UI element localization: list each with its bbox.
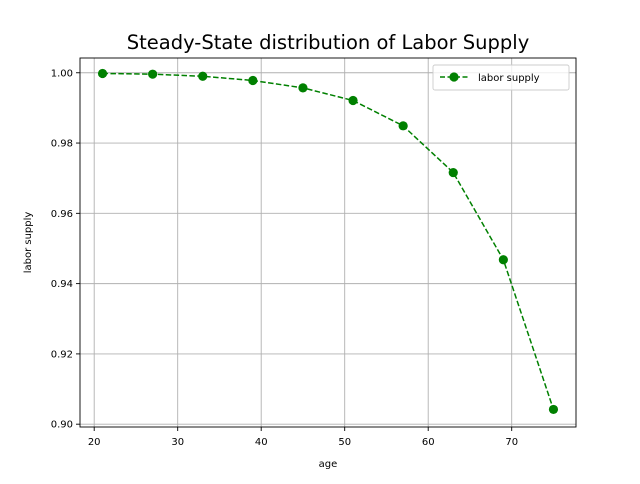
x-tick-label: 30: [171, 437, 184, 448]
x-tick-label: 20: [88, 437, 101, 448]
x-axis-label: age: [319, 459, 338, 470]
data-point: [498, 255, 508, 265]
legend-marker-sample: [449, 72, 459, 82]
y-tick-label: 0.98: [51, 139, 73, 150]
axis-ticks: 20 30 40 50 60 70 0.90 0.92 0.94 0.96 0.98 1.00: [51, 68, 518, 448]
grid-lines: [80, 58, 576, 427]
x-tick-label: 70: [505, 437, 518, 448]
y-tick-label: 0.94: [51, 279, 73, 290]
series-line: [102, 72, 555, 410]
legend-box: [432, 64, 570, 91]
y-tick-label: 0.92: [51, 349, 73, 360]
data-point: [248, 75, 258, 86]
series-layer: [97, 68, 559, 415]
y-axis-label: labor supply: [23, 212, 34, 274]
x-tick-label: 60: [422, 437, 435, 448]
legend-label: labor supply: [478, 73, 540, 84]
plot-area-frame: [79, 57, 577, 428]
chart-title: Steady-State distribution of Labor Suppl…: [127, 31, 530, 54]
data-point: [148, 69, 158, 79]
data-point: [398, 121, 408, 131]
y-tick-label: 0.96: [51, 209, 73, 220]
data-point: [97, 68, 108, 79]
x-tick-label: 50: [338, 437, 351, 448]
data-point: [298, 83, 308, 93]
legend: labor supply: [432, 64, 570, 91]
data-point: [548, 404, 559, 415]
x-tick-label: 40: [255, 437, 268, 448]
y-tick-label: 0.90: [51, 420, 73, 431]
data-point: [198, 71, 208, 81]
data-point: [348, 95, 358, 106]
y-tick-label: 1.00: [51, 68, 73, 79]
data-point: [448, 167, 458, 178]
